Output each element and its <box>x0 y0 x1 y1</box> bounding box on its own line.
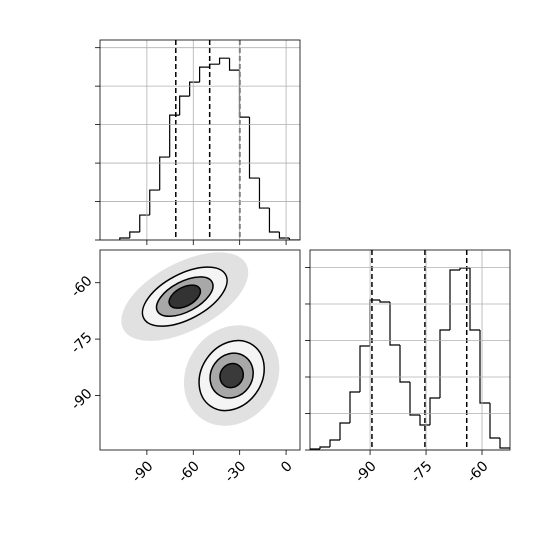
hist-step <box>489 402 500 439</box>
hist-step <box>339 422 350 440</box>
frame <box>309 249 511 451</box>
hist-step <box>199 66 210 83</box>
hist-step <box>288 238 300 240</box>
hist-step <box>429 397 440 425</box>
hist-step <box>238 70 250 118</box>
x-tick-label: -60 <box>464 458 491 485</box>
hist-step <box>409 381 420 416</box>
hist-step <box>479 329 490 404</box>
x-tick-label: -60 <box>175 458 202 485</box>
y-tick-label: -90 <box>68 386 95 413</box>
hist-step <box>268 208 280 233</box>
hist-step <box>278 232 290 239</box>
hist-step <box>218 57 230 65</box>
hist-step <box>469 267 480 331</box>
panel: -90 -60 -30 0 -60 -75 -90 <box>68 249 301 486</box>
hist-step <box>149 189 160 216</box>
hist-step <box>169 114 180 158</box>
hist-step <box>359 345 370 392</box>
hist-step <box>389 301 400 346</box>
hist-step <box>449 269 460 330</box>
x-tick-label: -90 <box>352 458 379 485</box>
x-tick-label: -90 <box>129 458 156 485</box>
x-tick-label: 0 <box>278 458 296 476</box>
hist-step <box>499 437 510 449</box>
hist-step <box>349 391 360 423</box>
plot-area <box>121 252 280 426</box>
hist-step <box>319 446 330 450</box>
x-tick-label: -75 <box>408 458 435 485</box>
hist-step <box>119 237 130 240</box>
contour <box>168 284 202 309</box>
hist-step <box>139 214 150 232</box>
hist-step <box>379 299 390 303</box>
y-tick-label: -60 <box>68 273 95 300</box>
hist-step <box>179 95 190 116</box>
hist-step <box>159 156 170 191</box>
hist-step <box>208 63 220 68</box>
frame <box>99 249 301 451</box>
hist-step <box>189 81 200 97</box>
panel: -90 -75 -60 <box>305 249 511 486</box>
hist-step <box>459 267 470 270</box>
contour <box>219 362 245 389</box>
hist-step <box>439 329 450 398</box>
hist-step <box>248 117 260 179</box>
hist-step <box>310 448 320 450</box>
hist-step <box>419 414 430 426</box>
frame <box>99 39 301 241</box>
hist-step <box>129 231 140 238</box>
plot-area <box>310 250 510 450</box>
y-tick-label: -75 <box>68 329 95 356</box>
hist-step <box>399 344 410 383</box>
x-tick-label: -30 <box>222 458 249 485</box>
hist-step <box>228 58 240 71</box>
panel <box>95 39 301 245</box>
hist-step <box>329 439 340 448</box>
hist-step <box>258 178 270 209</box>
